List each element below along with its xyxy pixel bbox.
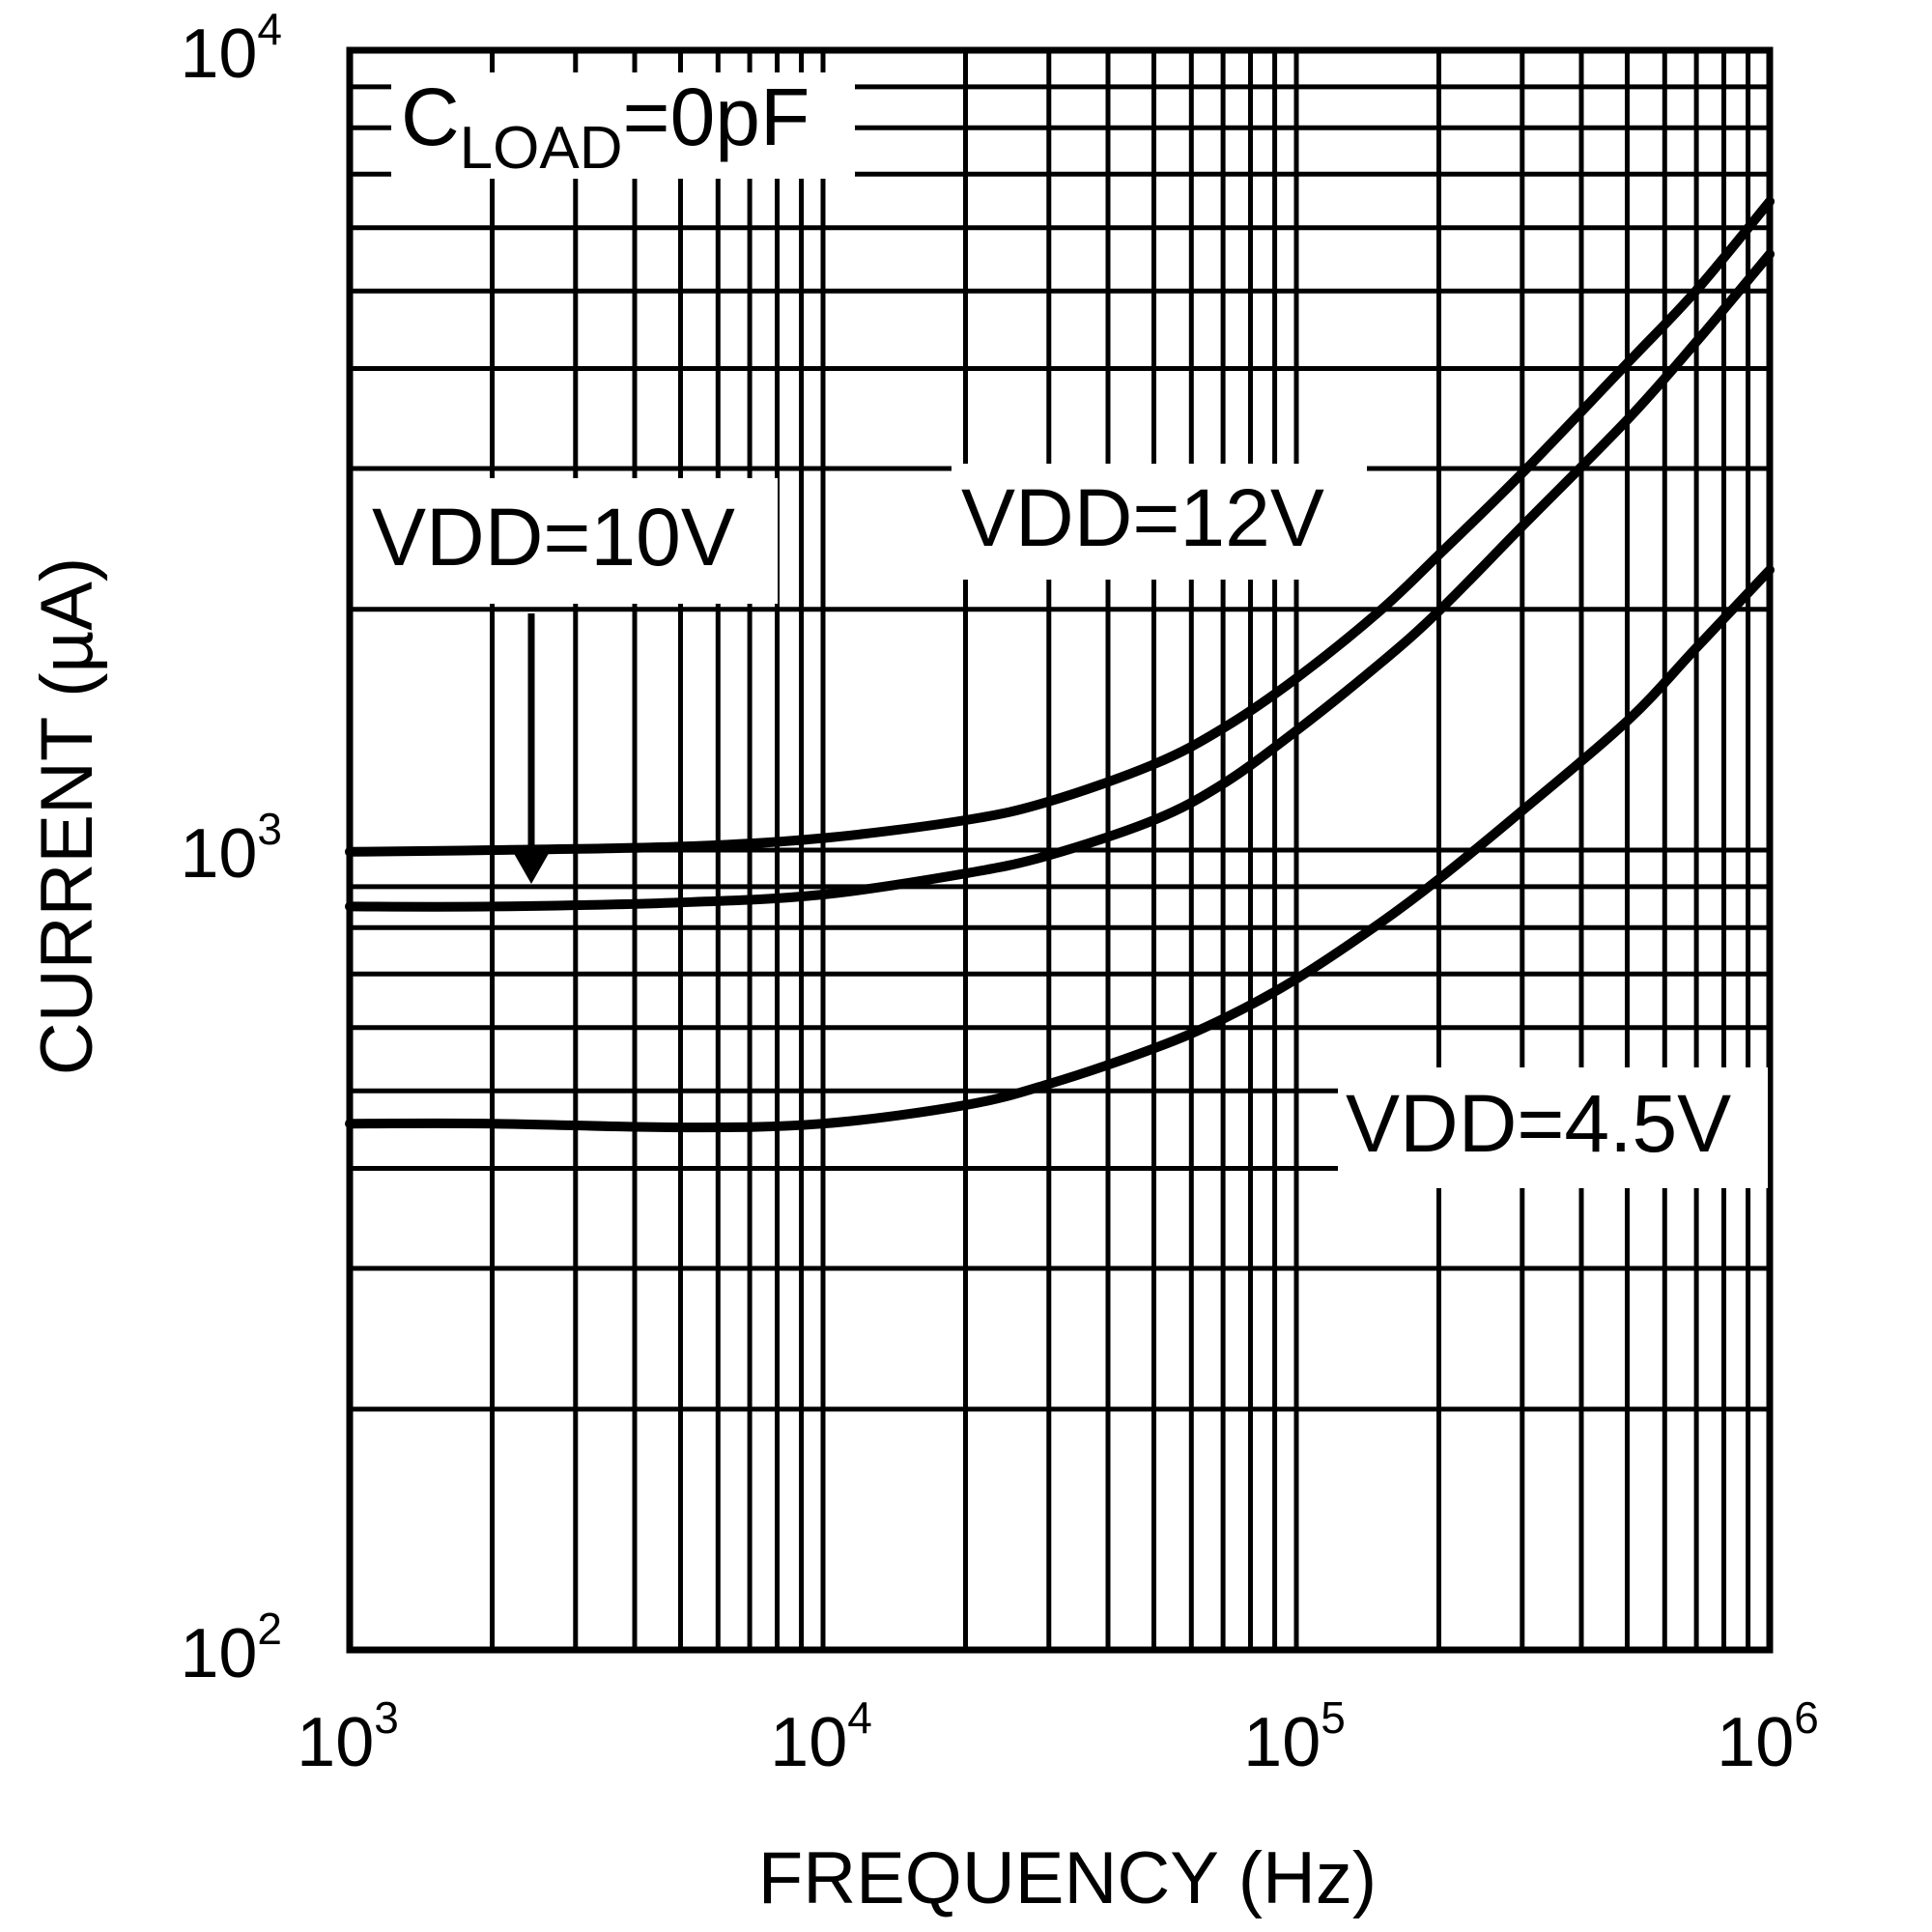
x-tick-label: 105 xyxy=(1243,1692,1346,1781)
x-tick-label: 104 xyxy=(770,1692,872,1781)
y-tick-label: 103 xyxy=(180,804,282,893)
annotation-background xyxy=(391,72,855,179)
series-line-vdd-10v xyxy=(345,249,1775,912)
vdd45-label: VDD=4.5V xyxy=(1346,1078,1731,1169)
series-line-vdd-4-5v xyxy=(345,565,1775,1133)
vdd12-label-background xyxy=(952,464,1367,580)
series-line-vdd-12v xyxy=(345,196,1775,857)
y-tick-label: 104 xyxy=(180,4,282,93)
x-tick-labels: 103 104 105 106 xyxy=(297,1692,1819,1781)
series-lines xyxy=(345,196,1775,1133)
y-tick-label: 102 xyxy=(180,1604,282,1692)
x-axis-label: FREQUENCY (Hz) xyxy=(758,1837,1377,1919)
x-tick-label: 106 xyxy=(1717,1692,1819,1781)
x-tick-label: 103 xyxy=(297,1692,399,1781)
vdd45-label-background xyxy=(1338,1067,1768,1188)
y-tick-labels: 102 103 104 xyxy=(180,4,282,1692)
vdd10-pointer-arrow xyxy=(512,850,551,884)
vdd10-label: VDD=10V xyxy=(372,492,735,582)
cload-main: C xyxy=(401,71,460,162)
vdd12-label: VDD=12V xyxy=(961,472,1324,563)
cload-value: =0pF xyxy=(623,71,810,162)
cload-annotation: CLOAD=0pF xyxy=(401,71,810,182)
vdd10-label-background xyxy=(362,478,778,604)
grid-lines xyxy=(350,50,1770,1650)
cload-subscript: LOAD xyxy=(460,115,623,182)
y-axis-label: CURRENT (µA) xyxy=(26,557,108,1075)
